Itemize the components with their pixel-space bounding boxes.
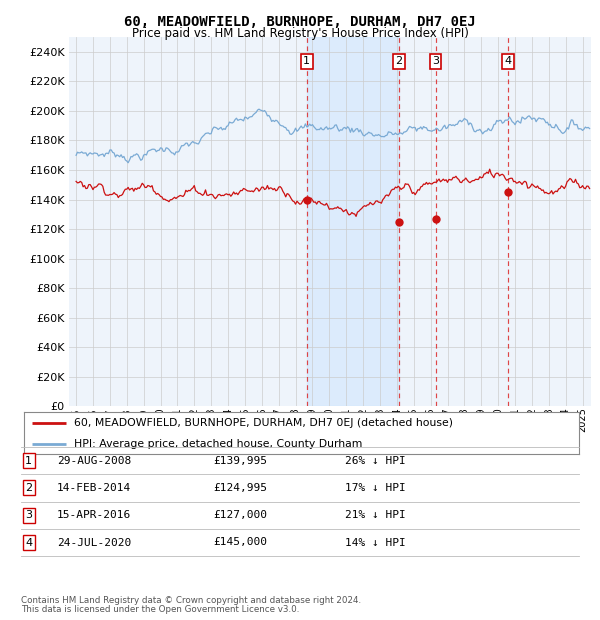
Bar bbox=[307, 37, 399, 406]
Text: £127,000: £127,000 bbox=[213, 510, 267, 520]
Text: 2: 2 bbox=[395, 56, 403, 66]
Text: 14-FEB-2014: 14-FEB-2014 bbox=[57, 483, 131, 493]
Text: 1: 1 bbox=[303, 56, 310, 66]
Text: 29-AUG-2008: 29-AUG-2008 bbox=[57, 456, 131, 466]
Text: 4: 4 bbox=[504, 56, 511, 66]
Text: This data is licensed under the Open Government Licence v3.0.: This data is licensed under the Open Gov… bbox=[21, 604, 299, 614]
Text: 3: 3 bbox=[432, 56, 439, 66]
Text: £139,995: £139,995 bbox=[213, 456, 267, 466]
Text: £124,995: £124,995 bbox=[213, 483, 267, 493]
Text: 21% ↓ HPI: 21% ↓ HPI bbox=[345, 510, 406, 520]
Text: £145,000: £145,000 bbox=[213, 538, 267, 547]
Text: 24-JUL-2020: 24-JUL-2020 bbox=[57, 538, 131, 547]
Text: 60, MEADOWFIELD, BURNHOPE, DURHAM, DH7 0EJ: 60, MEADOWFIELD, BURNHOPE, DURHAM, DH7 0… bbox=[124, 15, 476, 29]
Text: 17% ↓ HPI: 17% ↓ HPI bbox=[345, 483, 406, 493]
Text: 26% ↓ HPI: 26% ↓ HPI bbox=[345, 456, 406, 466]
Text: HPI: Average price, detached house, County Durham: HPI: Average price, detached house, Coun… bbox=[74, 439, 362, 449]
Text: 4: 4 bbox=[25, 538, 32, 547]
Text: Contains HM Land Registry data © Crown copyright and database right 2024.: Contains HM Land Registry data © Crown c… bbox=[21, 596, 361, 605]
Text: 15-APR-2016: 15-APR-2016 bbox=[57, 510, 131, 520]
Text: 14% ↓ HPI: 14% ↓ HPI bbox=[345, 538, 406, 547]
Text: 60, MEADOWFIELD, BURNHOPE, DURHAM, DH7 0EJ (detached house): 60, MEADOWFIELD, BURNHOPE, DURHAM, DH7 0… bbox=[74, 418, 453, 428]
Text: 1: 1 bbox=[25, 456, 32, 466]
Text: 2: 2 bbox=[25, 483, 32, 493]
Text: Price paid vs. HM Land Registry's House Price Index (HPI): Price paid vs. HM Land Registry's House … bbox=[131, 27, 469, 40]
Text: 3: 3 bbox=[25, 510, 32, 520]
